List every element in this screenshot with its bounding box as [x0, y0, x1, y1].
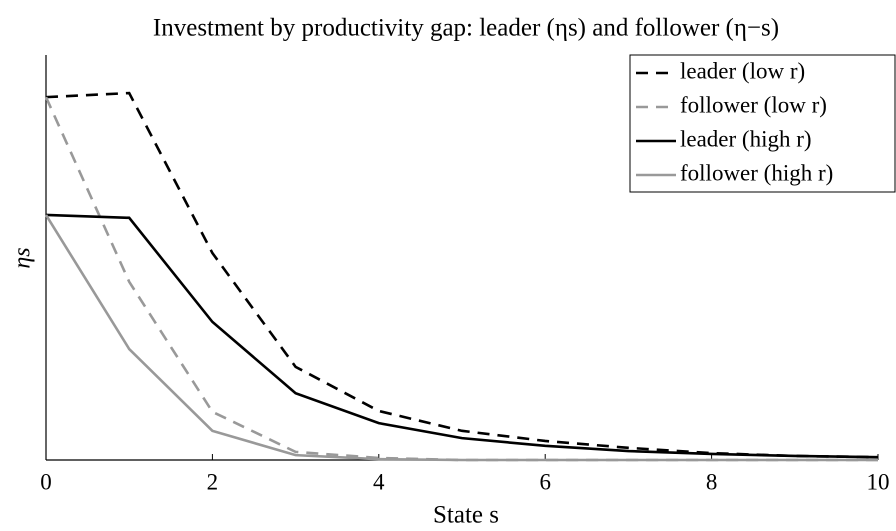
x-tick-label: 4: [373, 469, 385, 494]
x-tick-label: 8: [706, 469, 718, 494]
x-tick-label: 0: [40, 469, 52, 494]
legend-label: follower (high r): [680, 160, 833, 185]
x-tick-label: 2: [207, 469, 219, 494]
series-line: [44, 214, 878, 462]
series-line: [44, 96, 878, 462]
x-axis-label: State s: [433, 502, 499, 529]
y-axis-label: ηs: [10, 247, 36, 268]
legend-label: follower (low r): [680, 92, 827, 117]
legend-label: leader (high r): [680, 126, 812, 151]
x-tick-label: 10: [867, 469, 890, 494]
legend-box: [629, 54, 896, 193]
chart-title: Investment by productivity gap: leader (…: [153, 15, 779, 42]
x-tick-label: 6: [539, 469, 551, 494]
series-line: [45, 213, 879, 459]
legend-label: leader (low r): [680, 58, 805, 83]
